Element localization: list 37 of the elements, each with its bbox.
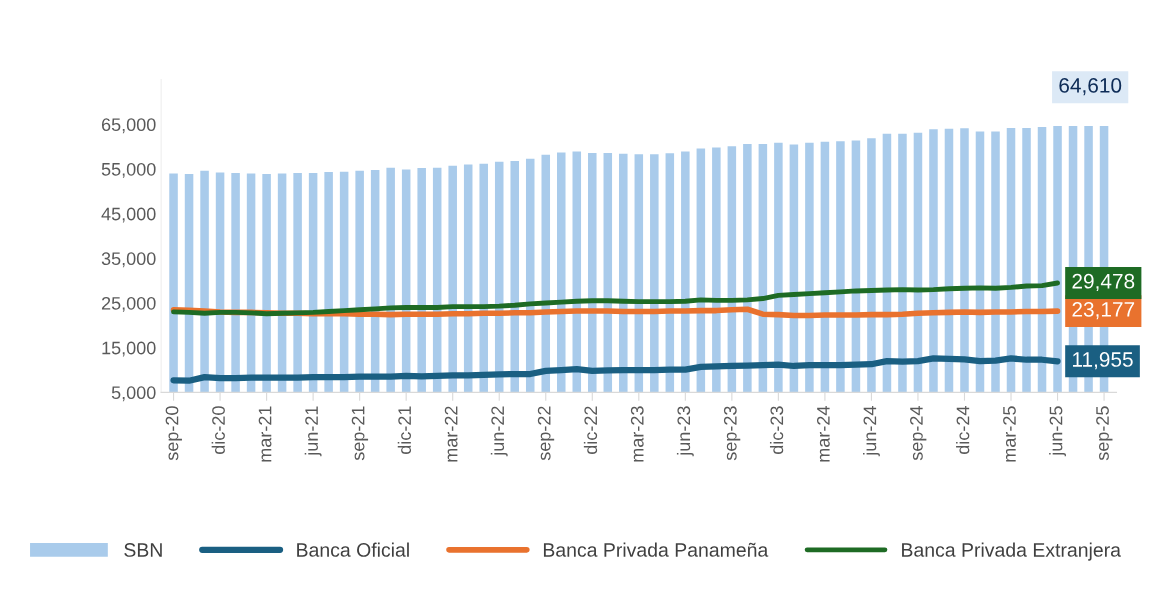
x-tick-label: mar-25 <box>1003 406 1016 462</box>
x-tick-label: mar-23 <box>630 406 644 462</box>
y-tick-label: 25,000 <box>101 296 156 312</box>
x-tick-label: jun-24 <box>863 406 880 457</box>
x-tick-label: sep-21 <box>351 406 369 461</box>
y-tick-label: 55,000 <box>101 162 156 178</box>
y-tick-label: 65,000 <box>101 118 156 134</box>
x-tick-label: mar-22 <box>444 406 458 462</box>
x-tick-label: mar-24 <box>816 406 830 462</box>
x-tick-label: jun-21 <box>304 406 322 457</box>
data-label: 29,478 <box>1072 273 1135 292</box>
y-tick-label: 5,000 <box>111 386 156 402</box>
x-tick-label: sep-22 <box>537 406 555 461</box>
data-label: 64,610 <box>1059 78 1122 96</box>
legend-label: Banca Privada Extranjera <box>902 542 1121 561</box>
x-tick-label: jun-22 <box>490 406 508 457</box>
legend-label: SBN <box>124 543 162 557</box>
x-tick-label: dic-23 <box>769 406 784 454</box>
data-label: 11,955 <box>1073 352 1133 370</box>
x-tick-label: dic-21 <box>397 406 412 454</box>
y-tick-label: 15,000 <box>102 341 156 357</box>
x-tick-label: dic-20 <box>211 406 225 454</box>
x-tick-label: sep-23 <box>723 406 741 461</box>
y-tick-label: 35,000 <box>101 252 156 268</box>
x-tick-label: jun-25 <box>1049 406 1066 457</box>
x-tick-label: sep-24 <box>910 406 927 461</box>
x-tick-label: dic-22 <box>583 406 598 454</box>
x-tick-label: jun-23 <box>676 406 694 457</box>
data-label: 23,177 <box>1072 301 1135 320</box>
x-tick-label: sep-25 <box>1096 406 1113 461</box>
x-tick-label: dic-24 <box>956 406 970 454</box>
x-tick-label: sep-20 <box>165 406 182 461</box>
legend-label: Banca Oficial <box>297 542 409 557</box>
y-tick-label: 45,000 <box>101 207 156 223</box>
x-tick-label: mar-21 <box>258 406 272 462</box>
line-series <box>171 280 1060 317</box>
legend-label: Banca Privada Panameña <box>543 542 769 557</box>
